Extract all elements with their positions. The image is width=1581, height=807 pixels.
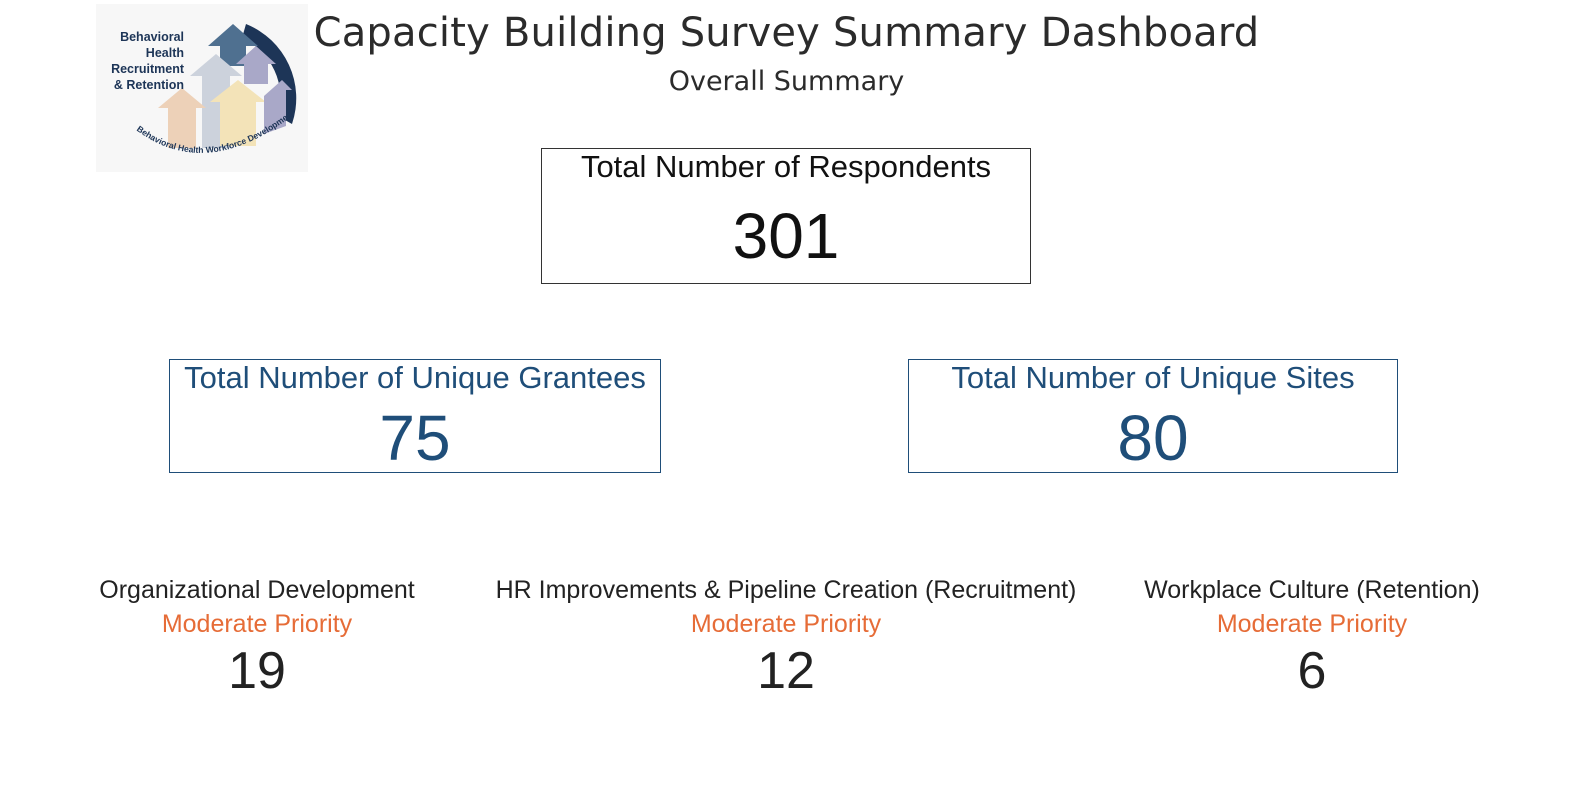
metric-label: Workplace Culture (Retention) — [1144, 576, 1480, 604]
priority-level: Moderate Priority — [690, 610, 882, 638]
org-development-metric[interactable]: Organizational Development Moderate Prio… — [68, 574, 446, 700]
metric-value: 12 — [757, 642, 815, 700]
respondents-value: 301 — [732, 200, 840, 272]
metric-value: 6 — [1297, 642, 1327, 700]
respondents-card[interactable]: Total Number of Respondents 301 — [541, 148, 1031, 284]
logo-arrow-lavender — [236, 46, 276, 84]
grantees-label: Total Number of Unique Grantees — [184, 360, 646, 395]
sites-value: 80 — [1117, 402, 1189, 474]
logo-arrow-right — [264, 80, 292, 134]
workplace-culture-metric[interactable]: Workplace Culture (Retention) Moderate P… — [1118, 574, 1506, 700]
program-logo: Behavioral Health Recruitment & Retentio… — [96, 4, 308, 172]
metric-value: 19 — [228, 642, 286, 700]
metric-label: Organizational Development — [99, 576, 415, 604]
metric-label: HR Improvements & Pipeline Creation (Rec… — [495, 576, 1077, 604]
logo-line-2: Health — [146, 46, 184, 60]
priority-level: Moderate Priority — [161, 610, 353, 638]
page-title: Capacity Building Survey Summary Dashboa… — [313, 10, 1260, 56]
sites-label: Total Number of Unique Sites — [951, 360, 1355, 395]
logo-line-4: & Retention — [114, 78, 184, 92]
respondents-label: Total Number of Respondents — [580, 149, 992, 184]
logo-arrow-peach — [158, 88, 206, 148]
grantees-value: 75 — [379, 402, 451, 474]
page-subtitle: Overall Summary — [668, 66, 905, 97]
priority-level: Moderate Priority — [1216, 610, 1408, 638]
logo-graphic: Behavioral Health Recruitment & Retentio… — [96, 4, 297, 155]
logo-arrow-cream — [210, 80, 266, 146]
logo-line-3: Recruitment — [111, 62, 185, 76]
hr-recruitment-metric[interactable]: HR Improvements & Pipeline Creation (Rec… — [460, 574, 1112, 700]
logo-line-1: Behavioral — [120, 30, 184, 44]
grantees-card[interactable]: Total Number of Unique Grantees 75 — [169, 359, 661, 474]
sites-card[interactable]: Total Number of Unique Sites 80 — [908, 359, 1398, 474]
